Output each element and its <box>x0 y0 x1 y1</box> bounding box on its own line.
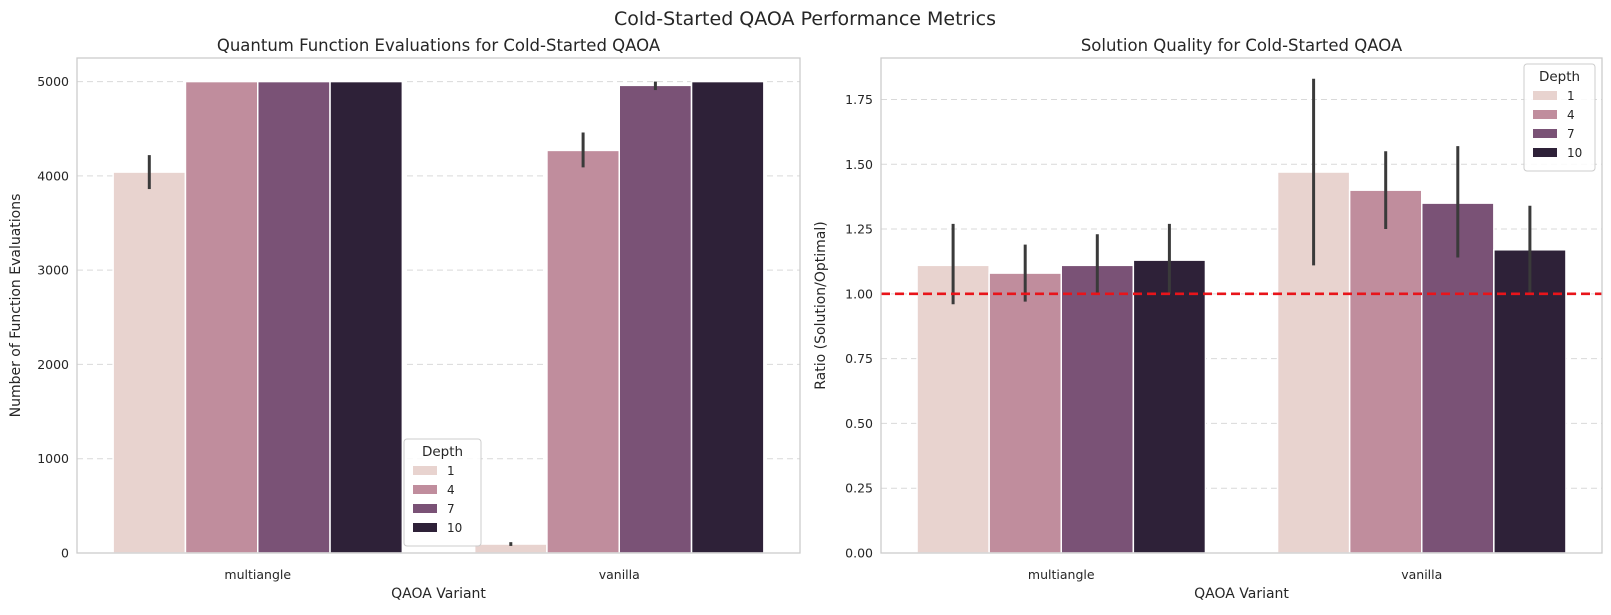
legend-entry: 4 <box>1567 108 1575 122</box>
legend-entry: 1 <box>447 464 455 478</box>
bar-depth-7-vanilla <box>618 84 693 554</box>
chart-title: Quantum Function Evaluations for Cold-St… <box>217 36 661 55</box>
legend-swatch <box>413 485 437 494</box>
bar-depth-7-vanilla <box>1421 202 1495 554</box>
y-tick-label: 1000 <box>37 451 69 466</box>
legend-box <box>403 438 482 547</box>
y-tick-label: 1.75 <box>845 92 873 107</box>
y-tick-label: 2000 <box>37 357 69 372</box>
x-tick-label: vanilla <box>599 567 640 582</box>
chart-solution-quality: 0.00 0.25 0.50 0.75 1.00 1.25 1.50 1.75 multiang… <box>813 36 1603 602</box>
bar-depth-4-vanilla <box>1348 189 1423 554</box>
bar-depth-4-vanilla <box>546 149 621 554</box>
legend-entry: 1 <box>1567 89 1575 103</box>
x-tick-label: vanilla <box>1401 567 1442 582</box>
y-tick-label: 4000 <box>37 168 69 183</box>
legend-swatch <box>1533 110 1557 119</box>
bar-depth-10-multiangle <box>329 80 404 554</box>
bar-depth-4-multiangle <box>184 80 259 554</box>
y-tick-label: 0.50 <box>845 416 873 431</box>
bar-depth-10-multiangle <box>1132 259 1207 554</box>
y-axis-label: Number of Function Evaluations <box>8 194 24 418</box>
chart-title: Solution Quality for Cold-Started QAOA <box>1081 36 1403 55</box>
bar-depth-10-vanilla <box>690 80 765 554</box>
bar-depth-7-multiangle <box>1060 264 1135 554</box>
y-tick-label: 1.25 <box>845 222 873 237</box>
y-tick-label: 1.50 <box>845 157 873 172</box>
y-tick-label: 3000 <box>37 263 69 278</box>
chart-function-evaluations: 0 1000 2000 3000 4000 5000 multiangle vanilla Qu… <box>8 36 801 602</box>
legend-swatch <box>413 466 437 475</box>
y-tick-label: 0.25 <box>845 481 873 496</box>
y-axis-label: Ratio (Solution/Optimal) <box>813 221 829 389</box>
y-tick-label: 1.00 <box>845 286 873 301</box>
legend-title: Depth <box>422 444 463 460</box>
legend-swatch <box>1533 91 1557 100</box>
legend-swatch <box>413 523 437 532</box>
legend-box <box>1523 63 1596 172</box>
legend-swatch <box>413 504 437 513</box>
axes-frame <box>76 57 801 554</box>
y-tick-label: 5000 <box>37 74 69 89</box>
x-axis-label: QAOA Variant <box>1194 586 1289 602</box>
legend-swatch <box>1533 129 1557 138</box>
bar-depth-10-vanilla <box>1493 249 1567 554</box>
y-tick-label: 0 <box>61 546 69 561</box>
legend-swatch <box>1533 148 1557 157</box>
axes-frame <box>880 57 1603 554</box>
legend-entry: 7 <box>447 502 455 516</box>
legend-entry: 10 <box>1567 146 1582 160</box>
y-tick-label: 0.75 <box>845 351 873 366</box>
bar-depth-1-multiangle <box>112 171 187 554</box>
legend-entry: 10 <box>447 521 462 535</box>
x-tick-label: multiangle <box>224 567 291 582</box>
y-tick-label: 0.00 <box>845 546 873 561</box>
legend-entry: 7 <box>1567 127 1575 141</box>
legend-entry: 4 <box>447 483 455 497</box>
x-axis-label: QAOA Variant <box>391 586 486 602</box>
bar-depth-4-multiangle <box>988 272 1063 554</box>
x-tick-label: multiangle <box>1028 567 1095 582</box>
bar-depth-7-multiangle <box>257 80 331 554</box>
legend-title: Depth <box>1539 69 1580 85</box>
figure-title: Cold-Started QAOA Performance Metrics <box>614 8 996 30</box>
bar-depth-1-multiangle <box>916 264 990 554</box>
